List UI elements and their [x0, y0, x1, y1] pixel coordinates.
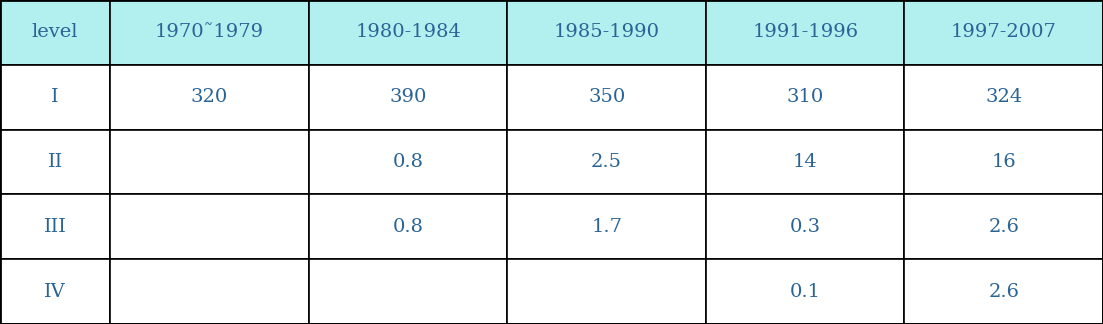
- Bar: [110, 65, 309, 130]
- Bar: [507, 130, 706, 194]
- Text: 1980-1984: 1980-1984: [355, 23, 461, 41]
- Bar: [110, 259, 309, 324]
- Text: 320: 320: [191, 88, 228, 106]
- Text: 16: 16: [992, 153, 1016, 171]
- Bar: [309, 0, 507, 65]
- Bar: [0, 194, 110, 259]
- Bar: [706, 0, 904, 65]
- Text: 310: 310: [786, 88, 824, 106]
- Bar: [309, 65, 507, 130]
- Bar: [904, 0, 1103, 65]
- Text: 0.3: 0.3: [790, 218, 821, 236]
- Text: III: III: [44, 218, 66, 236]
- Bar: [507, 259, 706, 324]
- Text: 2.6: 2.6: [988, 218, 1019, 236]
- Text: 1997-2007: 1997-2007: [951, 23, 1057, 41]
- Text: 324: 324: [985, 88, 1022, 106]
- Bar: [309, 130, 507, 194]
- Text: 1991-1996: 1991-1996: [752, 23, 858, 41]
- Bar: [706, 65, 904, 130]
- Bar: [904, 65, 1103, 130]
- Bar: [0, 0, 110, 65]
- Bar: [0, 259, 110, 324]
- Text: IV: IV: [44, 283, 66, 301]
- Text: 390: 390: [389, 88, 427, 106]
- Bar: [110, 194, 309, 259]
- Bar: [110, 0, 309, 65]
- Bar: [904, 194, 1103, 259]
- Bar: [904, 130, 1103, 194]
- Text: 2.6: 2.6: [988, 283, 1019, 301]
- Text: 1.7: 1.7: [591, 218, 622, 236]
- Bar: [904, 259, 1103, 324]
- Bar: [706, 130, 904, 194]
- Bar: [507, 0, 706, 65]
- Text: 14: 14: [793, 153, 817, 171]
- Bar: [706, 194, 904, 259]
- Text: 2.5: 2.5: [591, 153, 622, 171]
- Bar: [110, 130, 309, 194]
- Text: 0.1: 0.1: [790, 283, 821, 301]
- Bar: [507, 194, 706, 259]
- Bar: [0, 130, 110, 194]
- Bar: [309, 194, 507, 259]
- Text: I: I: [52, 88, 58, 106]
- Bar: [309, 259, 507, 324]
- Text: 0.8: 0.8: [393, 153, 424, 171]
- Text: 1985-1990: 1985-1990: [554, 23, 660, 41]
- Text: II: II: [47, 153, 63, 171]
- Text: level: level: [32, 23, 78, 41]
- Text: 350: 350: [588, 88, 625, 106]
- Text: 0.8: 0.8: [393, 218, 424, 236]
- Text: 1970˜1979: 1970˜1979: [156, 23, 264, 41]
- Bar: [0, 65, 110, 130]
- Bar: [706, 259, 904, 324]
- Bar: [507, 65, 706, 130]
